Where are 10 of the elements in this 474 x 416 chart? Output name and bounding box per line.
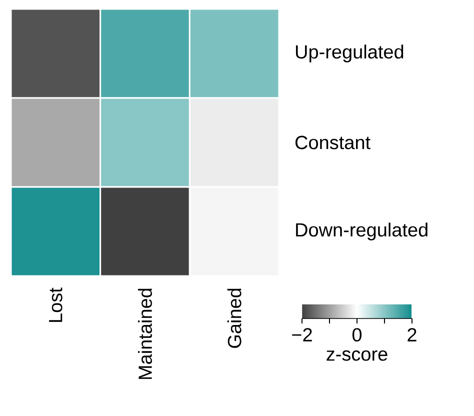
x-tick-label: Gained [227, 288, 242, 348]
y-tick-label: Down-regulated [296, 222, 428, 240]
color-bar-label: −2 [292, 328, 312, 342]
x-tick-label: Maintained [138, 288, 152, 379]
y-tick-label: Up-regulated [296, 44, 404, 62]
color-bar-label: 2 [408, 328, 416, 342]
y-tick-label: Constant [295, 136, 370, 150]
color-bar-label: 0 [352, 328, 362, 342]
x-tick-label: Lost [49, 288, 62, 322]
color-bar-title: z-score [326, 350, 388, 361]
